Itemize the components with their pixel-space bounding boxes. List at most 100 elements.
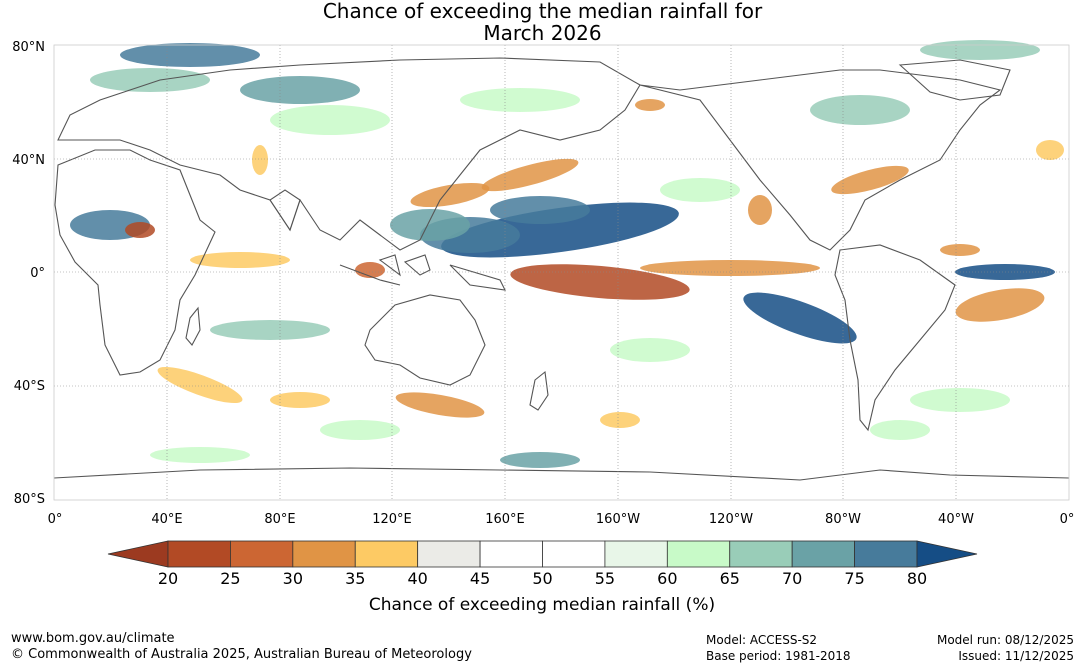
footer-issued: Issued: 11/12/2025 bbox=[958, 649, 1074, 663]
legend-arrow-low bbox=[107, 540, 169, 568]
legend-tick-label: 35 bbox=[345, 569, 365, 588]
anomaly-patch bbox=[270, 392, 330, 408]
legend-arrow-high bbox=[916, 540, 978, 568]
graticule bbox=[54, 45, 1069, 500]
coastline-africa bbox=[54, 149, 216, 376]
anomaly-patch bbox=[635, 99, 665, 111]
coastline-indonesia bbox=[339, 254, 506, 291]
anomaly-patch bbox=[500, 452, 580, 468]
legend-swatch bbox=[666, 540, 731, 568]
legend-swatch bbox=[354, 540, 419, 568]
anomaly-patch bbox=[150, 447, 250, 463]
anomaly-patch bbox=[660, 178, 740, 202]
map-title-line-2: March 2026 bbox=[483, 21, 602, 45]
legend-swatch bbox=[542, 540, 606, 568]
anomaly-patch bbox=[481, 158, 579, 192]
legend-swatch bbox=[292, 540, 356, 568]
latitude-labels: 80°N 40°N 0° 40°S 80°S bbox=[12, 40, 45, 507]
anomaly-patch bbox=[125, 222, 155, 238]
legend-swatch bbox=[791, 540, 855, 568]
anomaly-patch bbox=[831, 165, 909, 195]
lon-label-40w: 40°W bbox=[938, 512, 974, 527]
anomaly-patch bbox=[90, 68, 210, 92]
coastlines bbox=[53, 57, 1070, 481]
anomaly-patch bbox=[410, 182, 490, 208]
anomaly-patch bbox=[390, 209, 470, 241]
coastline-new-zealand bbox=[529, 370, 549, 411]
legend-tick-label: 75 bbox=[844, 569, 864, 588]
anomaly-patch bbox=[640, 260, 820, 276]
legend-swatch bbox=[729, 540, 793, 568]
coastline-south-america bbox=[834, 244, 956, 432]
anomaly-patch bbox=[460, 88, 580, 112]
longitude-labels: 0° 40°E 80°E 120°E 160°E 160°W 120°W 80°… bbox=[48, 512, 1075, 527]
coastline-eurasia bbox=[57, 57, 641, 251]
legend-tick-label: 25 bbox=[220, 569, 240, 588]
legend-swatch bbox=[604, 540, 668, 568]
anomaly-patch bbox=[395, 392, 485, 418]
legend-swatch bbox=[417, 540, 481, 568]
anomaly-patch bbox=[240, 76, 360, 104]
lat-label-40n: 40°N bbox=[12, 153, 45, 168]
footer-copyright: © Commonwealth of Australia 2025, Austra… bbox=[11, 647, 472, 662]
legend-swatch bbox=[479, 540, 543, 568]
legend-tick-label: 45 bbox=[470, 569, 490, 588]
footer-model-run: Model run: 08/12/2025 bbox=[936, 633, 1074, 647]
anomaly-patch bbox=[270, 105, 390, 135]
lon-label-160w: 160°W bbox=[596, 512, 640, 527]
anomaly-patch bbox=[920, 40, 1040, 60]
legend-swatch bbox=[854, 540, 918, 568]
anomaly-patch bbox=[810, 95, 910, 125]
anomaly-patch bbox=[190, 252, 290, 268]
anomaly-patch bbox=[870, 420, 930, 440]
legend-swatch bbox=[230, 540, 294, 568]
anomaly-patch bbox=[120, 43, 260, 67]
legend-swatch bbox=[167, 540, 231, 568]
map-frame bbox=[53, 44, 1070, 501]
legend-tick-label: 30 bbox=[283, 569, 303, 588]
anomaly-patch bbox=[490, 196, 590, 224]
lon-label-0-east: 0° bbox=[1060, 512, 1075, 527]
footer-url[interactable]: www.bom.gov.au/climate bbox=[11, 631, 175, 646]
coastline-india bbox=[269, 189, 301, 232]
map-title-line-1: Chance of exceeding the median rainfall … bbox=[322, 0, 763, 23]
lat-label-eq: 0° bbox=[30, 266, 45, 281]
coastline-madagascar bbox=[185, 306, 201, 346]
lon-label-160e: 160°E bbox=[485, 512, 525, 527]
lat-label-80n: 80°N bbox=[12, 40, 45, 55]
lon-label-40e: 40°E bbox=[151, 512, 182, 527]
legend-title: Chance of exceeding median rainfall (%) bbox=[369, 595, 715, 615]
anomaly-patch bbox=[743, 292, 857, 344]
anomaly-patch bbox=[157, 366, 243, 404]
anomaly-patch bbox=[1036, 140, 1064, 160]
coastline-north-america bbox=[639, 69, 1002, 251]
legend-tick-label: 50 bbox=[532, 569, 552, 588]
anomaly-patch bbox=[748, 195, 772, 225]
anomaly-patch bbox=[320, 420, 400, 440]
legend-tick-label: 70 bbox=[782, 569, 802, 588]
anomaly-patch bbox=[610, 338, 690, 362]
legend-colorbar bbox=[107, 540, 978, 568]
anomaly-patch bbox=[940, 244, 980, 256]
lon-label-120e: 120°E bbox=[372, 512, 412, 527]
legend-tick-label: 65 bbox=[720, 569, 740, 588]
coastline-greenland bbox=[898, 59, 1011, 101]
lon-label-120w: 120°W bbox=[709, 512, 753, 527]
legend-tick-label: 20 bbox=[158, 569, 178, 588]
anomaly-patch bbox=[910, 388, 1010, 412]
coastline-antarctica bbox=[53, 467, 1070, 481]
anomaly-patch bbox=[955, 288, 1045, 322]
legend-tick-label: 40 bbox=[407, 569, 427, 588]
lat-label-80s: 80°S bbox=[14, 492, 45, 507]
legend-tick-label: 80 bbox=[907, 569, 927, 588]
legend-tick-labels: 20 25 30 35 40 45 50 55 60 65 70 75 80 bbox=[158, 569, 927, 588]
anomaly-patch bbox=[252, 145, 268, 175]
legend-tick-label: 60 bbox=[657, 569, 677, 588]
anomaly-patch bbox=[355, 262, 385, 278]
coastline-australia bbox=[364, 294, 486, 386]
footer-model: Model: ACCESS-S2 bbox=[706, 633, 818, 647]
anomaly-patch bbox=[210, 320, 330, 340]
anomaly-patch bbox=[510, 264, 690, 300]
lon-label-80w: 80°W bbox=[825, 512, 861, 527]
